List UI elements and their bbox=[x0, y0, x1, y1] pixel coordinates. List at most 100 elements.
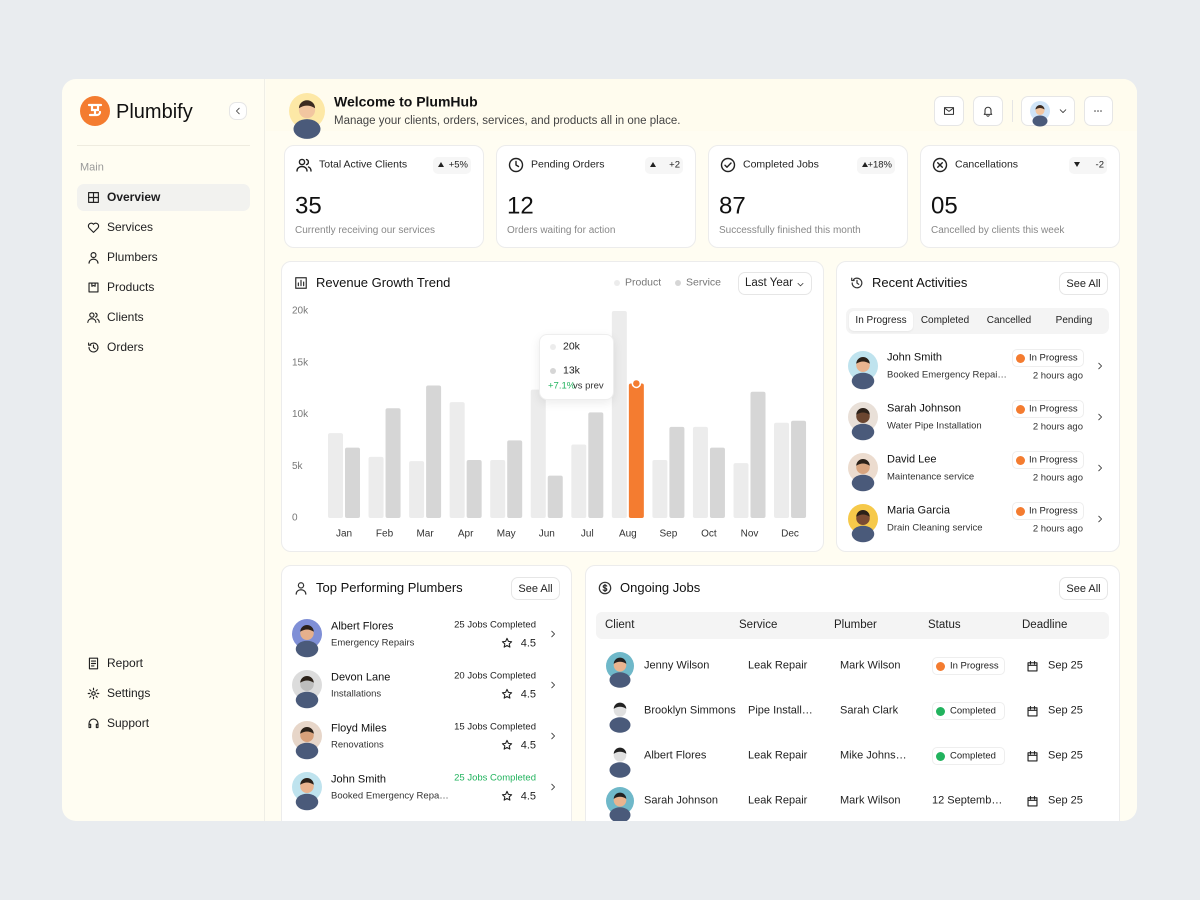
x-tick-label: Mar bbox=[416, 529, 434, 540]
avatar bbox=[848, 351, 878, 390]
job-plumber: Sarah Clark bbox=[840, 704, 899, 717]
legend-label: Product bbox=[625, 276, 662, 289]
status-pill bbox=[1012, 349, 1084, 367]
nav-item[interactable]: Services bbox=[107, 219, 154, 234]
sidebar bbox=[62, 79, 265, 821]
tooltip-change: +7.1% bbox=[548, 380, 576, 392]
x-tick-label: Jun bbox=[539, 529, 555, 540]
job-service: Leak Repair bbox=[748, 794, 808, 807]
nav-item[interactable]: Products bbox=[107, 279, 155, 294]
icon-stroke bbox=[298, 158, 306, 166]
icon-stroke bbox=[943, 107, 955, 112]
plumber-chevron[interactable] bbox=[548, 731, 558, 741]
plumber-name: Devon Lane bbox=[331, 671, 391, 684]
activity-name: John Smith bbox=[887, 351, 943, 364]
icon-stroke bbox=[89, 251, 97, 258]
nav-active-bg[interactable] bbox=[77, 184, 250, 211]
nav-item[interactable]: Overview bbox=[107, 189, 161, 204]
status-dot bbox=[936, 706, 945, 716]
activity-time: 2 hours ago bbox=[1032, 370, 1083, 382]
tab[interactable]: Cancelled bbox=[986, 315, 1032, 326]
nav-item[interactable]: Support bbox=[107, 715, 150, 730]
icon-stroke bbox=[295, 277, 307, 289]
avatar-body bbox=[293, 119, 321, 139]
status-dot bbox=[1016, 354, 1025, 363]
icon-stroke bbox=[856, 279, 860, 285]
activity-chevron[interactable] bbox=[1095, 514, 1105, 524]
avatar bbox=[292, 721, 322, 760]
trend-triangle bbox=[1074, 162, 1080, 167]
profile-chevron bbox=[1059, 109, 1067, 113]
plumber-jobs: 20 Jobs Completed bbox=[454, 670, 536, 682]
bar bbox=[328, 433, 343, 518]
tab[interactable]: Pending bbox=[1055, 315, 1093, 326]
icon-stroke bbox=[551, 783, 555, 791]
x-tick-label: Oct bbox=[701, 529, 717, 540]
y-tick-label: 0 bbox=[292, 513, 298, 524]
avatar-body bbox=[295, 640, 319, 658]
status-swatch bbox=[1016, 354, 1025, 363]
tab-active-bg[interactable] bbox=[849, 311, 913, 331]
avatar-body bbox=[609, 672, 631, 688]
stat-trend-icon bbox=[438, 162, 444, 167]
stat-change: -2 bbox=[1095, 159, 1104, 171]
plumber-chevron[interactable] bbox=[548, 782, 558, 792]
x-tick-label: Apr bbox=[458, 529, 474, 540]
icon-stroke bbox=[1098, 413, 1102, 421]
jobs-title: Ongoing Jobs bbox=[620, 580, 701, 596]
bell-button[interactable] bbox=[973, 96, 1003, 126]
icon-stroke bbox=[501, 739, 513, 750]
plumbers-card bbox=[281, 565, 572, 835]
trend-triangle bbox=[862, 162, 868, 167]
job-client: Brooklyn Simmons bbox=[644, 704, 736, 717]
plumber-chevron[interactable] bbox=[548, 680, 558, 690]
tab[interactable]: In Progress bbox=[855, 315, 907, 326]
filter-dropdown[interactable] bbox=[738, 272, 812, 295]
stat-change-pill bbox=[433, 157, 471, 174]
bar bbox=[345, 447, 360, 518]
icon-stroke bbox=[1026, 706, 1038, 717]
activity-chevron[interactable] bbox=[1095, 463, 1105, 473]
activities-see-all[interactable]: See All bbox=[1059, 272, 1108, 295]
stat-note: Successfully finished this month bbox=[719, 225, 861, 236]
nav-item[interactable]: Clients bbox=[107, 309, 144, 324]
avatar-body bbox=[295, 742, 319, 760]
icon-stroke bbox=[551, 630, 555, 638]
icon-stroke bbox=[1026, 705, 1038, 711]
icon-dot bbox=[1100, 110, 1102, 112]
bar bbox=[426, 385, 442, 518]
logo bbox=[80, 96, 110, 126]
y-tick-label: 5k bbox=[292, 461, 304, 472]
avatar-hair bbox=[856, 459, 870, 466]
avatar-body bbox=[609, 807, 631, 823]
nav-item[interactable]: Plumbers bbox=[107, 249, 158, 264]
jobs-column: Plumber bbox=[834, 618, 877, 631]
jobs-see-all[interactable]: See All bbox=[1059, 577, 1108, 600]
nav-icon bbox=[87, 281, 99, 293]
nav-icon bbox=[87, 687, 99, 699]
nav-item[interactable]: Report bbox=[107, 655, 144, 670]
legend-dot bbox=[675, 280, 681, 286]
collapse-icon bbox=[236, 107, 240, 115]
tab[interactable]: Completed bbox=[920, 315, 970, 326]
nav-item[interactable]: Orders bbox=[107, 339, 144, 354]
nav-item[interactable]: Settings bbox=[107, 685, 151, 700]
plumber-chevron[interactable] bbox=[548, 629, 558, 639]
status-swatch bbox=[936, 751, 945, 761]
icon-stroke bbox=[797, 282, 803, 286]
icon-stroke bbox=[1026, 750, 1038, 756]
avatar-body bbox=[609, 762, 631, 778]
plumber-specialty: Emergency Repairs bbox=[331, 637, 415, 649]
activity-name: David Lee bbox=[887, 453, 937, 466]
collapse-button[interactable] bbox=[229, 102, 247, 120]
icon-stroke bbox=[851, 277, 855, 282]
avatar-hair bbox=[613, 747, 627, 754]
jobs-header-bg bbox=[596, 612, 1109, 639]
plumbers-see-all[interactable]: See All bbox=[511, 577, 560, 600]
stat-change-pill bbox=[857, 157, 895, 174]
activity-chevron[interactable] bbox=[1095, 361, 1105, 371]
more-icon bbox=[1094, 110, 1102, 112]
activity-chevron[interactable] bbox=[1095, 412, 1105, 422]
stat-change-pill bbox=[645, 157, 683, 174]
stat-note: Cancelled by clients this week bbox=[931, 225, 1065, 236]
